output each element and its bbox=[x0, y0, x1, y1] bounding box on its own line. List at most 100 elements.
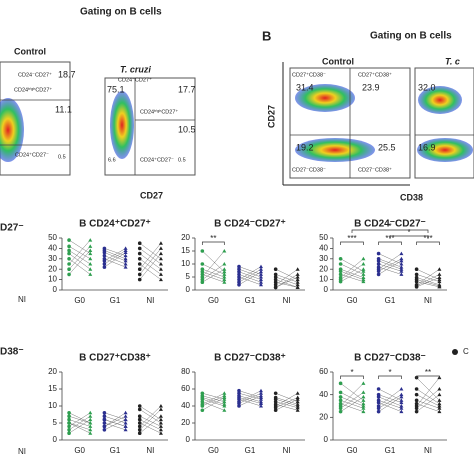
y-tick-label: 0 bbox=[324, 285, 329, 294]
pair-line bbox=[340, 268, 364, 278]
pair-line bbox=[104, 415, 126, 427]
dot bbox=[295, 267, 300, 271]
pair-line bbox=[416, 388, 440, 409]
dot bbox=[123, 410, 128, 415]
dot bbox=[338, 395, 343, 399]
chart-title: B CD24⁻CD27⁺ bbox=[214, 219, 286, 230]
dot bbox=[376, 400, 381, 405]
dot bbox=[237, 404, 241, 408]
pair-line bbox=[202, 274, 225, 283]
chart-title: B CD27⁻CD38⁻ bbox=[354, 353, 426, 364]
y-tick-label: 30 bbox=[48, 254, 57, 263]
flow-label: 6.6 bbox=[108, 157, 116, 163]
dot bbox=[222, 272, 227, 276]
dot bbox=[437, 409, 442, 414]
dot bbox=[137, 257, 142, 261]
dot bbox=[361, 404, 366, 408]
pair-line bbox=[378, 402, 402, 412]
x-tick-label: G0 bbox=[208, 296, 219, 305]
flow-label: 10.5 bbox=[178, 124, 196, 134]
dot bbox=[338, 409, 343, 414]
pair-line bbox=[104, 252, 126, 262]
dot bbox=[137, 407, 142, 412]
pair-line bbox=[104, 412, 126, 427]
pair-line bbox=[202, 263, 225, 280]
dot bbox=[200, 270, 205, 274]
y-tick-label: 50 bbox=[319, 233, 328, 242]
flow-label: 25.5 bbox=[378, 142, 396, 152]
dot bbox=[88, 431, 93, 435]
dot bbox=[222, 269, 227, 274]
dot bbox=[123, 248, 128, 252]
dot bbox=[67, 428, 71, 432]
dot bbox=[273, 405, 278, 410]
y-tick-label: 10 bbox=[319, 275, 328, 284]
dot bbox=[237, 401, 241, 406]
flow-label: CD24⁺CD27⁻ bbox=[140, 156, 174, 163]
dot bbox=[295, 391, 300, 395]
pair-line bbox=[416, 403, 440, 412]
flow-label: 75.1 bbox=[107, 84, 125, 94]
dot bbox=[338, 390, 343, 395]
dot bbox=[67, 414, 71, 419]
dot bbox=[222, 399, 227, 404]
flow-label: CD27⁻CD38⁺ bbox=[358, 166, 392, 173]
y-tick-label: 15 bbox=[48, 384, 57, 393]
pair-line bbox=[340, 263, 364, 275]
dot bbox=[88, 427, 93, 432]
dot bbox=[88, 262, 93, 266]
dot bbox=[399, 272, 404, 276]
pair-line bbox=[202, 393, 225, 405]
dot bbox=[376, 409, 381, 414]
dot bbox=[237, 388, 241, 393]
dot bbox=[67, 411, 71, 415]
x-tick-label: G1 bbox=[110, 446, 121, 455]
dot bbox=[273, 285, 278, 290]
dot bbox=[222, 404, 227, 408]
dot bbox=[259, 269, 263, 274]
pair-line bbox=[139, 422, 162, 434]
chart-title: B CD27⁻CD38⁺ bbox=[214, 353, 286, 364]
dot bbox=[273, 408, 278, 413]
pair-line bbox=[340, 383, 364, 401]
dot bbox=[376, 387, 381, 391]
dot bbox=[295, 408, 300, 412]
pair-line bbox=[238, 271, 262, 286]
y-tick-label: 20 bbox=[181, 418, 190, 427]
dot bbox=[259, 404, 263, 408]
dot bbox=[361, 262, 366, 266]
dot bbox=[437, 277, 442, 282]
dot bbox=[67, 417, 71, 422]
dot bbox=[376, 262, 381, 266]
significance: ** bbox=[425, 368, 431, 377]
dot bbox=[222, 395, 227, 399]
dot bbox=[295, 405, 300, 410]
dot bbox=[158, 404, 163, 408]
dot bbox=[273, 267, 278, 272]
dot bbox=[200, 397, 205, 402]
dot bbox=[158, 421, 163, 425]
dot bbox=[102, 259, 107, 263]
chart-title: B CD24⁺CD27⁺ bbox=[79, 219, 151, 230]
pair-line bbox=[416, 279, 440, 287]
dot bbox=[88, 424, 93, 428]
dot bbox=[67, 244, 71, 249]
dot bbox=[200, 280, 205, 285]
pair-line bbox=[416, 394, 440, 407]
flow-label: T. c bbox=[445, 56, 460, 66]
dot bbox=[123, 424, 128, 428]
y-tick-label: 10 bbox=[181, 259, 190, 268]
dot bbox=[361, 381, 366, 385]
dot bbox=[361, 390, 366, 394]
dot bbox=[88, 248, 93, 252]
dot bbox=[259, 280, 263, 284]
dot bbox=[399, 265, 404, 269]
pair-line bbox=[275, 404, 298, 411]
dot bbox=[200, 262, 205, 266]
x-tick-label: NI bbox=[424, 446, 432, 455]
dot bbox=[414, 272, 419, 277]
gating-title: Gating on B cells bbox=[80, 7, 162, 18]
dot bbox=[237, 270, 241, 274]
y-tick-label: 40 bbox=[319, 244, 328, 253]
